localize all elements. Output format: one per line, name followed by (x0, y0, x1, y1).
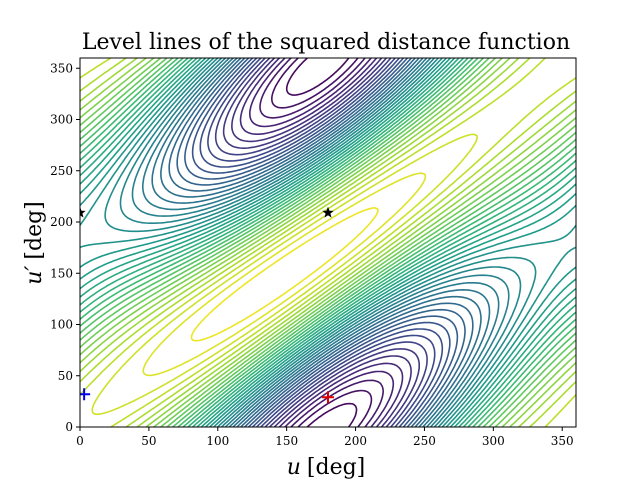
x-tick-label: 350 (551, 434, 574, 448)
contour-level (214, 58, 428, 427)
contour-level (80, 58, 576, 427)
contour-level (80, 58, 576, 427)
y-tick-label: 300 (50, 113, 73, 127)
contour-level (80, 58, 576, 427)
contour-level (249, 58, 395, 427)
y-axis-unit: [deg] (22, 201, 47, 259)
x-axis-label: u [deg] (287, 455, 366, 480)
contour-level (80, 58, 576, 427)
y-tick-label: 150 (50, 266, 73, 280)
contour-level (190, 207, 379, 342)
contour-level (142, 172, 427, 377)
x-tick-label: 300 (482, 434, 505, 448)
y-tick-label: 250 (50, 164, 73, 178)
contour-level (285, 58, 358, 427)
star-marker (80, 206, 86, 218)
x-tick-label: 100 (206, 434, 229, 448)
y-axis-label: u′ [deg] (22, 201, 47, 285)
contour-level (184, 58, 459, 427)
plot-frame (79, 57, 577, 428)
y-tick-label: 50 (58, 369, 73, 383)
contour-level (119, 58, 522, 427)
y-tick-label: 100 (50, 318, 73, 332)
x-tick-label: 200 (344, 434, 367, 448)
x-axis-ticks: 0 50 100 150 200 250 300 350 (76, 427, 574, 448)
contour-level (259, 58, 384, 427)
star-marker (322, 206, 334, 218)
y-tick-label: 200 (50, 215, 73, 229)
contour-level (80, 58, 576, 427)
y-tick-label: 350 (50, 61, 73, 75)
contour-level (80, 58, 576, 427)
contour-level (80, 58, 576, 427)
x-axis-symbol: u (287, 455, 301, 480)
x-tick-label: 150 (275, 434, 298, 448)
contour-level (80, 58, 576, 427)
contour-level (151, 58, 491, 427)
y-tick-label: 0 (65, 420, 73, 434)
plus-marker (322, 391, 334, 404)
contour-level (239, 58, 404, 427)
x-tick-label: 250 (413, 434, 436, 448)
x-tick-label: 0 (76, 434, 84, 448)
chart-title: Level lines of the squared distance func… (82, 30, 570, 55)
x-tick-label: 50 (141, 434, 156, 448)
contour-level (142, 58, 500, 427)
y-axis-ticks: 0 50 100 150 200 250 300 350 (50, 61, 80, 434)
x-axis-unit: [deg] (307, 455, 365, 480)
contour-level (80, 58, 576, 427)
y-axis-symbol: u′ (22, 266, 47, 285)
contour-level (271, 58, 373, 427)
contour-lines (80, 58, 576, 427)
contour-level (231, 58, 412, 427)
contour-level (199, 58, 444, 427)
contour-level (91, 133, 478, 416)
contour-level (168, 58, 474, 427)
contour-level (80, 58, 576, 427)
